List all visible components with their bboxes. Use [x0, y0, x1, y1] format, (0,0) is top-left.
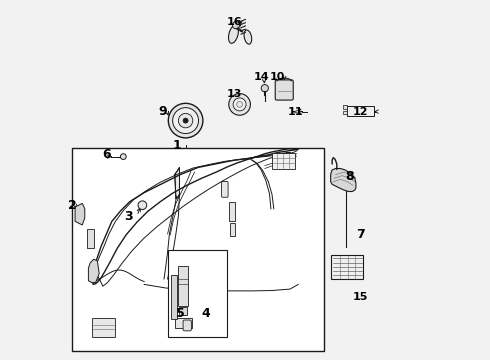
Text: 13: 13 [226, 89, 242, 99]
Text: 10: 10 [270, 72, 285, 82]
FancyBboxPatch shape [331, 255, 363, 279]
Bar [346, 106, 373, 116]
Text: 3: 3 [123, 210, 132, 222]
Bar [87, 229, 94, 248]
Circle shape [229, 94, 250, 115]
FancyBboxPatch shape [221, 181, 228, 197]
Circle shape [183, 118, 188, 123]
Circle shape [232, 22, 240, 29]
Text: 16: 16 [226, 17, 242, 27]
Polygon shape [175, 167, 179, 199]
Bar [343, 111, 346, 114]
Text: 12: 12 [352, 107, 368, 117]
Polygon shape [75, 203, 85, 225]
Bar [229, 202, 235, 221]
Circle shape [237, 102, 243, 107]
Circle shape [233, 98, 246, 111]
Text: 6: 6 [102, 148, 111, 161]
Text: 5: 5 [176, 307, 185, 320]
Circle shape [172, 108, 198, 134]
Text: 1: 1 [172, 139, 181, 152]
Bar [72, 148, 324, 351]
Text: 8: 8 [345, 170, 354, 183]
Circle shape [178, 113, 193, 128]
FancyBboxPatch shape [275, 80, 293, 100]
Ellipse shape [228, 25, 239, 43]
Text: 14: 14 [253, 72, 269, 82]
Polygon shape [331, 168, 356, 192]
Text: 2: 2 [68, 199, 76, 212]
Circle shape [261, 85, 269, 92]
Bar [171, 275, 176, 319]
Bar [178, 266, 189, 306]
Bar [168, 250, 227, 337]
Text: 15: 15 [352, 292, 368, 302]
FancyBboxPatch shape [183, 320, 192, 331]
Circle shape [121, 154, 126, 159]
Bar [92, 318, 116, 337]
Text: 9: 9 [158, 105, 167, 118]
Text: 11: 11 [288, 107, 303, 117]
Ellipse shape [244, 30, 252, 44]
Bar [175, 318, 192, 328]
Text: 4: 4 [201, 307, 210, 320]
Bar [272, 153, 295, 169]
Polygon shape [292, 109, 301, 114]
Text: 7: 7 [356, 228, 365, 240]
Bar [179, 307, 187, 315]
Circle shape [138, 201, 147, 210]
Polygon shape [88, 259, 99, 283]
Circle shape [169, 103, 203, 138]
Bar [343, 105, 346, 109]
Bar [230, 223, 235, 236]
